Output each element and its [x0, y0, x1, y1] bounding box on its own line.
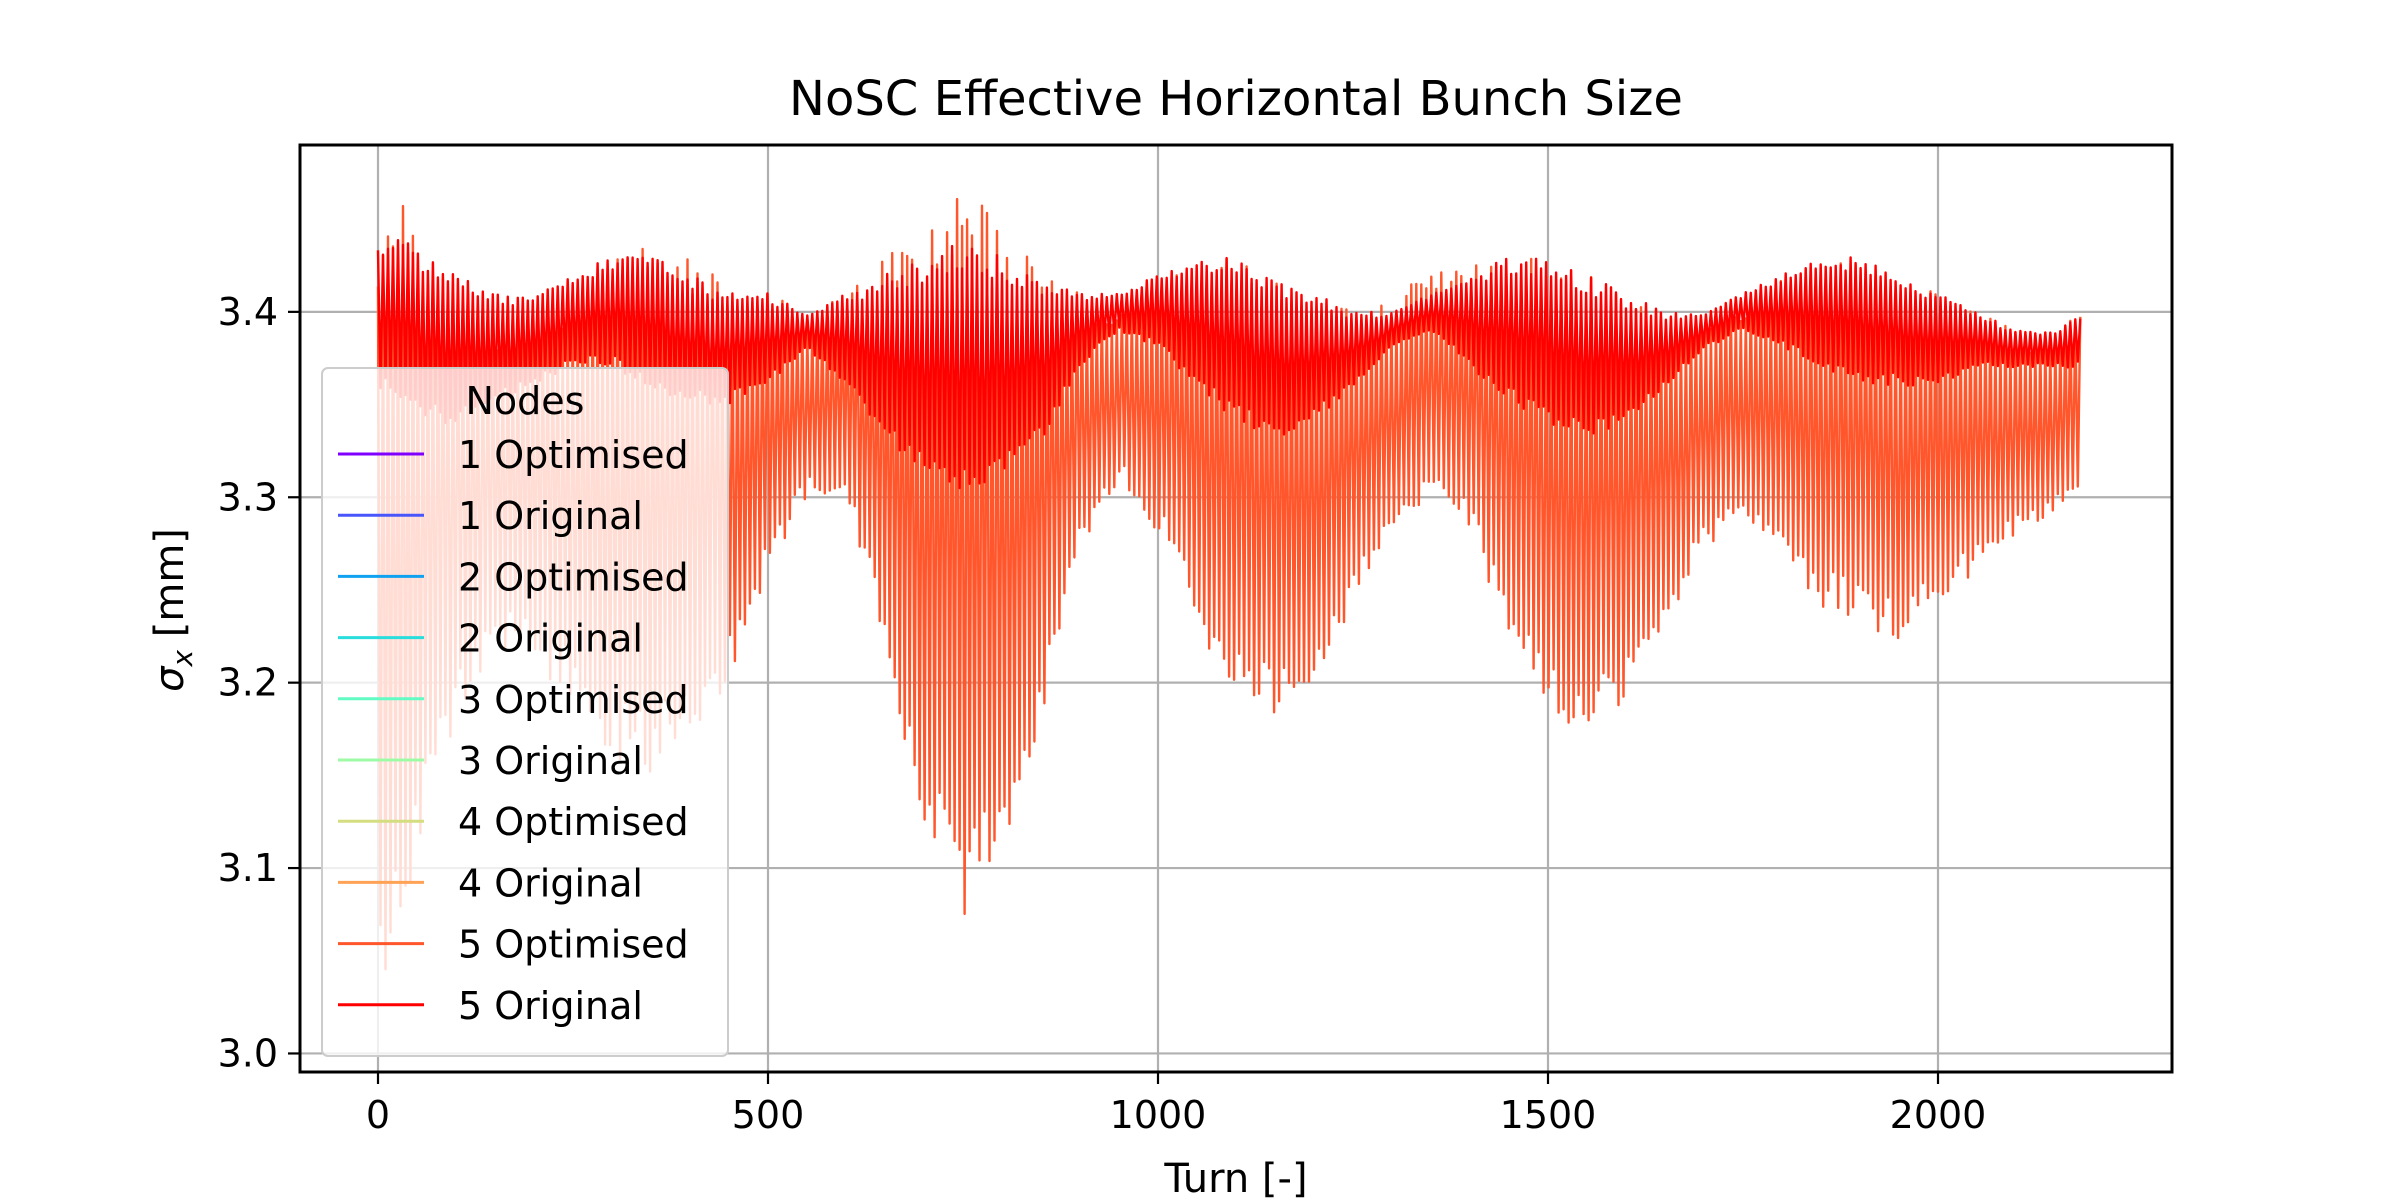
y-tick-label: 3.4 [218, 290, 278, 334]
legend-title: Nodes [466, 379, 585, 423]
legend: Nodes 1 Optimised 1 Original 2 Optimised 2 O… [321, 367, 729, 1057]
y-axis-label-subscript: x [166, 650, 199, 668]
y-axis-label-symbol: σ [147, 665, 193, 692]
legend-entry-label: 1 Original [458, 494, 643, 538]
legend-entry-label: 2 Original [458, 617, 643, 661]
y-tick-label: 3.1 [218, 846, 278, 890]
legend-entry-label: 3 Optimised [458, 678, 689, 722]
legend-entry-label: 5 Original [458, 984, 643, 1028]
y-tick-label: 3.0 [218, 1031, 278, 1075]
x-tick-label: 2000 [1890, 1093, 1987, 1137]
legend-entry-label: 5 Optimised [458, 923, 689, 967]
series-line-5-original [376, 239, 2082, 490]
x-tick-label: 0 [366, 1093, 390, 1137]
x-tick-label: 500 [732, 1093, 805, 1137]
legend-entry-label: 2 Optimised [458, 555, 689, 599]
plot-frame [298, 143, 2174, 1074]
x-tick-label: 1500 [1500, 1093, 1597, 1137]
axis-ticks: 0 500 1000 1500 2000 3.0 3.1 3.2 3.3 3.4 [218, 290, 1987, 1137]
legend-box [321, 367, 729, 1057]
legend-entry-label: 4 Original [458, 861, 643, 905]
x-axis-label: Turn [-] [1163, 1156, 1307, 1200]
chart-title: NoSC Effective Horizontal Bunch Size [789, 71, 1683, 127]
legend-entry-label: 1 Optimised [458, 433, 689, 477]
y-axis-label-unit: [mm] [147, 528, 193, 650]
legend-entry-label: 3 Original [458, 739, 643, 783]
y-tick-label: 3.2 [218, 661, 278, 705]
x-tick-label: 1000 [1110, 1093, 1207, 1137]
y-tick-label: 3.3 [218, 475, 278, 519]
y-axis-label: σx [mm] [147, 528, 199, 692]
legend-entry-label: 4 Optimised [458, 800, 689, 844]
